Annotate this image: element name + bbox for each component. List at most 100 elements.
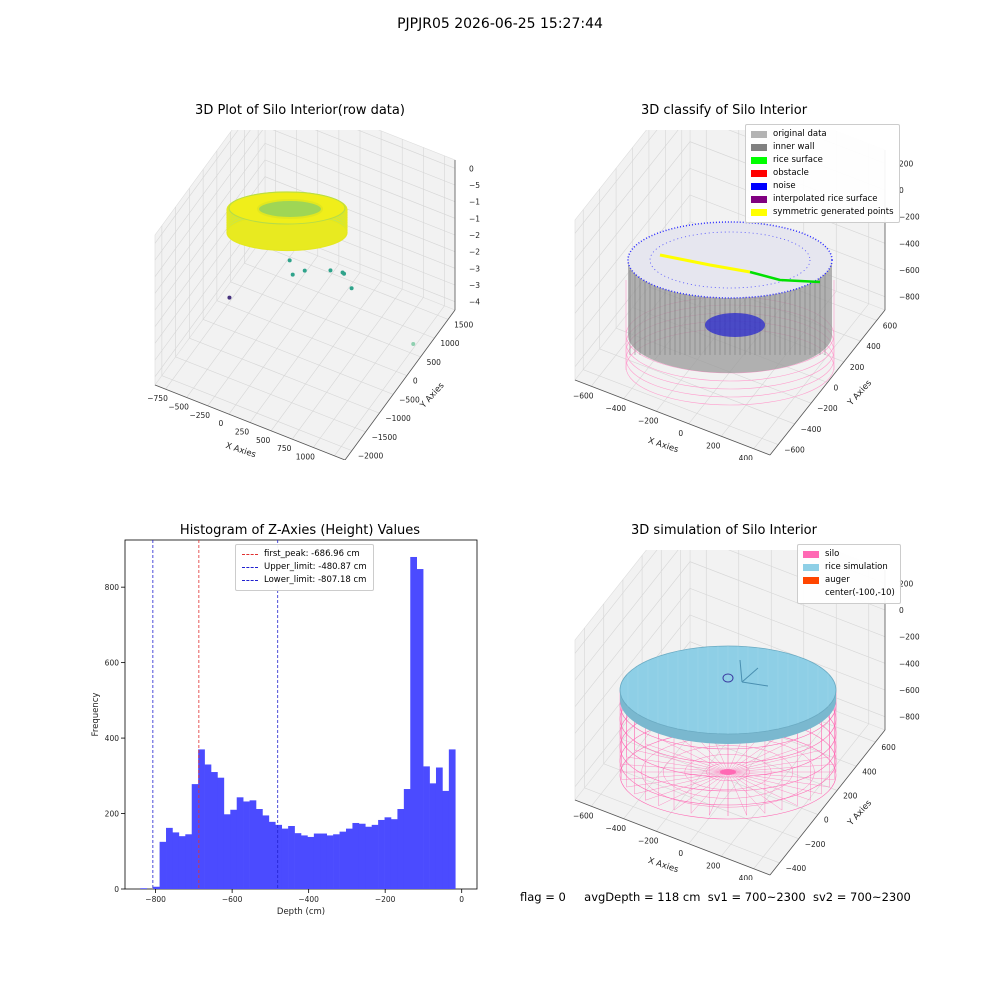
sim-silo-floor-spoke [727, 738, 798, 773]
sim-silo-floor-spoke [727, 756, 830, 773]
sim-y-tick: −400 [786, 864, 807, 873]
classify-legend-item: original data [751, 128, 894, 141]
histogram-y-tick: 400 [105, 734, 120, 743]
cls-rice-surface [749, 270, 821, 284]
sim-silo-floor-spoke [634, 749, 729, 773]
raw-y-tick: −500 [399, 395, 420, 404]
sim-y-label: Y Axies [845, 798, 874, 829]
sim-silo-floor-spoke [727, 764, 835, 773]
raw-grid-y [230, 131, 421, 358]
raw-point [287, 258, 292, 263]
simulation-legend-item: auger [803, 574, 895, 587]
raw-point [302, 268, 307, 273]
raw-z-tick: 0 [469, 164, 474, 173]
histogram-title: Histogram of Z-Axies (Height) Values [179, 523, 421, 538]
raw-grid-x [334, 155, 445, 457]
sim-silo-floor-spoke [727, 771, 747, 816]
raw-grid-z [154, 130, 456, 261]
sim-z-tick: −600 [899, 686, 920, 695]
sim-rice-side [620, 690, 836, 744]
histogram-bar [416, 569, 424, 889]
raw-grid-z [154, 142, 456, 294]
histogram-bar [371, 824, 379, 889]
raw-3d-plot: −750−500−250025050075010001250−2000−1500… [147, 130, 480, 460]
histogram-bar [159, 841, 167, 889]
sim-z-tick: −800 [899, 713, 920, 722]
classify-legend: original data inner wall rice surface obsta… [745, 124, 900, 223]
legend-label: silo [825, 549, 840, 559]
histogram-bar [249, 800, 257, 889]
flag-text: flag = 0 [520, 890, 566, 904]
sim-silo-floor-spoke [727, 771, 835, 780]
sim-x-tick: 400 [739, 874, 754, 880]
sim-silo-floor-spoke [727, 733, 783, 773]
histogram-x-tick: −400 [298, 895, 319, 904]
sim-y-tick: −200 [805, 840, 826, 849]
legend-label: first_peak: -686.96 cm [264, 549, 360, 559]
legend-label: noise [773, 181, 796, 191]
raw-x-tick: 500 [256, 436, 271, 445]
sim-grid-x [753, 563, 870, 869]
histogram-bar [320, 833, 328, 889]
legend-label: original data [773, 129, 827, 139]
histogram-bar [448, 749, 456, 889]
sim-grid-x [721, 551, 837, 857]
histogram-bar [378, 819, 385, 889]
classify-legend-item: rice surface [751, 154, 894, 167]
histogram-bar [281, 828, 289, 889]
histogram-bar [204, 764, 212, 889]
sim-silo-floor-spoke [658, 738, 729, 773]
legend-swatch [751, 131, 767, 138]
histogram-bar [397, 809, 405, 889]
sim-silo-floor-spoke [727, 771, 811, 801]
raw-x-tick: 250 [235, 428, 250, 437]
raw-x-tick: −250 [189, 411, 210, 420]
cls-grid-y [599, 188, 795, 425]
legend-label: interpolated rice surface [773, 194, 878, 204]
histogram-bar [191, 784, 199, 889]
histogram-bar [166, 827, 173, 889]
histogram-bar [365, 826, 373, 889]
raw-ring-hole [257, 199, 323, 219]
sim-z-tick: 0 [899, 606, 904, 615]
sim-silo-floor-spoke [673, 771, 729, 811]
raw-point [328, 268, 333, 273]
sim-x-tick: 0 [678, 849, 683, 858]
cls-y-axis [769, 309, 886, 456]
sim-x-label: X Axies [647, 856, 680, 875]
sv2-text: sv2 = 700~2300 [812, 890, 911, 904]
histogram-legend-item: first_peak: -686.96 cm [242, 548, 367, 561]
histogram-bar [423, 766, 430, 889]
raw-point [342, 271, 347, 276]
sim-y-tick: 400 [862, 767, 877, 776]
simulation-legend-item: rice simulation [803, 561, 895, 574]
histogram-bar [294, 833, 302, 889]
sim-grid-z [574, 587, 886, 734]
sim-silo-floor-ring [706, 762, 750, 781]
histogram-bar [435, 767, 443, 889]
histogram-bar [185, 834, 193, 889]
cls-y-label: Y Axies [845, 378, 874, 409]
raw-x-tick: −750 [147, 394, 168, 403]
histogram-bar [198, 749, 205, 889]
raw-ring [226, 191, 348, 252]
histogram-bar [243, 801, 250, 889]
histogram-bar [313, 833, 321, 889]
histogram-bar [307, 836, 315, 889]
sim-silo-floor-spoke [727, 771, 798, 806]
histogram-y-tick: 600 [105, 659, 120, 668]
sim-silo-floor-spoke [645, 743, 729, 773]
sim-silo-floor-spoke [626, 771, 729, 788]
histogram-x-tick: −800 [145, 895, 166, 904]
sim-silo-floor-spoke [626, 756, 729, 773]
simulation-legend: silo rice simulation auger center(-100,-10) [797, 544, 901, 604]
cls-x-tick: −400 [605, 404, 626, 413]
cls-silo [625, 221, 835, 406]
classify-plot-title: 3D classify of Silo Interior [640, 103, 808, 118]
raw-x-tick: −500 [168, 403, 189, 412]
raw-point [290, 272, 295, 277]
cls-y-tick: 0 [834, 384, 839, 393]
histogram-bar [236, 797, 244, 889]
sim-silo-floor-spoke [658, 771, 729, 806]
raw-x-axis [154, 384, 346, 460]
